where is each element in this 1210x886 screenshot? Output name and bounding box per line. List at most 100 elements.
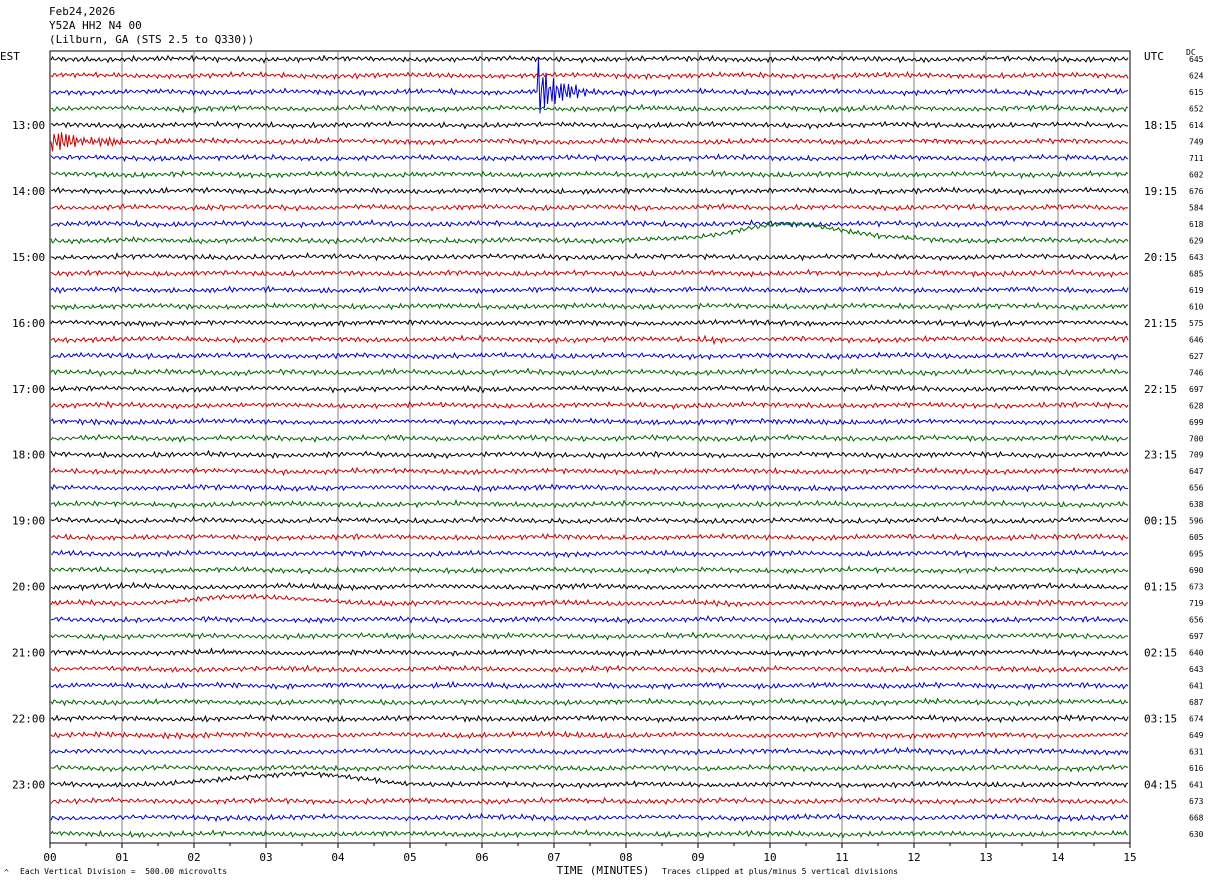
dc-offset-label: 652 [1189, 104, 1204, 113]
trace-row-47 [50, 828, 1129, 839]
dc-offset-label: 638 [1189, 500, 1204, 509]
trace-row-20 [50, 383, 1128, 394]
utc-time-label: 04:15 [1144, 779, 1177, 792]
dc-offset-label: 711 [1189, 154, 1204, 163]
dc-offset-label: 697 [1189, 632, 1204, 641]
dc-offset-label: 631 [1189, 748, 1204, 757]
x-tick-label: 02 [187, 851, 200, 864]
est-time-label: 14:00 [12, 185, 45, 198]
est-time-label: 21:00 [12, 647, 45, 660]
clip-note: Traces clipped at plus/minus 5 vertical … [662, 867, 899, 876]
dc-offset-label: 668 [1189, 814, 1204, 823]
trace-row-16 [50, 318, 1129, 328]
trace-row-2 [50, 57, 1129, 114]
trace-row-0 [50, 54, 1129, 64]
trace-row-40 [50, 713, 1129, 724]
dc-offset-label: 645 [1189, 55, 1204, 64]
plot-frame [49, 50, 1131, 844]
trace-row-24 [50, 449, 1129, 460]
dc-offset-label: 676 [1189, 187, 1204, 196]
dc-offset-label: 643 [1189, 253, 1204, 262]
trace-row-21 [50, 400, 1129, 411]
trace-row-13 [50, 268, 1129, 279]
dc-offset-label: 630 [1189, 830, 1204, 839]
trace-row-33 [50, 592, 1129, 608]
dc-offset-label: 673 [1189, 583, 1204, 592]
dc-offset-label: 602 [1189, 170, 1204, 179]
dc-offset-label: 629 [1189, 236, 1204, 245]
x-tick-label: 01 [115, 851, 128, 864]
dc-offset-label: 690 [1189, 566, 1204, 575]
dc-offset-label: 749 [1189, 137, 1204, 146]
dc-offset-label: 618 [1189, 220, 1204, 229]
est-time-label: 20:00 [12, 581, 45, 594]
trace-row-41 [50, 730, 1129, 740]
dc-offset-label: 641 [1189, 682, 1204, 691]
trace-row-15 [50, 301, 1129, 311]
x-tick-label: 07 [547, 851, 560, 864]
dc-offset-label: 685 [1189, 269, 1204, 278]
dc-offset-label: 641 [1189, 781, 1204, 790]
dc-offset-label: 596 [1189, 517, 1204, 526]
trace-row-5 [50, 132, 1129, 152]
est-time-label: 23:00 [12, 779, 45, 792]
trace-row-25 [50, 466, 1129, 477]
trace-row-11 [50, 221, 1129, 245]
trace-row-14 [50, 285, 1129, 295]
trace-row-26 [50, 483, 1129, 493]
dc-offset-label: 674 [1189, 715, 1204, 724]
header-station: (Lilburn, GA (STS 2.5 to Q330)) [49, 33, 255, 46]
est-time-label: 15:00 [12, 251, 45, 264]
dc-offset-label: 687 [1189, 698, 1204, 707]
utc-time-label: 23:15 [1144, 449, 1177, 462]
trace-row-4 [50, 120, 1129, 130]
utc-time-label: 22:15 [1144, 383, 1177, 396]
dc-offset-label: 699 [1189, 418, 1204, 427]
dc-offset-label: 627 [1189, 352, 1204, 361]
x-tick-label: 10 [763, 851, 776, 864]
utc-axis-title: UTC [1144, 50, 1164, 63]
dc-offset-label: 628 [1189, 401, 1204, 410]
utc-time-label: 02:15 [1144, 647, 1177, 660]
trace-row-17 [50, 334, 1129, 346]
est-time-label: 18:00 [12, 449, 45, 462]
trace-row-46 [50, 812, 1129, 823]
dc-offset-label: 610 [1189, 302, 1204, 311]
x-tick-label: 14 [1051, 851, 1065, 864]
trace-row-39 [50, 697, 1129, 707]
trace-row-9 [50, 202, 1129, 212]
trace-row-42 [50, 746, 1129, 757]
utc-time-label: 20:15 [1144, 251, 1177, 264]
dc-offset-label: 643 [1189, 665, 1204, 674]
trace-row-3 [50, 103, 1129, 114]
trace-row-27 [50, 498, 1129, 509]
x-tick-label: 03 [259, 851, 272, 864]
trace-row-12 [50, 251, 1129, 262]
x-tick-label: 05 [403, 851, 416, 864]
trace-row-37 [50, 664, 1129, 674]
trace-row-44 [50, 771, 1129, 790]
dc-offset-label: 695 [1189, 550, 1204, 559]
dc-offset-label: 673 [1189, 797, 1204, 806]
x-tick-label: 04 [331, 851, 345, 864]
est-time-label: 17:00 [12, 383, 45, 396]
scale-note: Each Vertical Division = 500.00 microvol… [20, 867, 228, 876]
trace-row-36 [50, 647, 1129, 658]
dc-offset-label: 647 [1189, 467, 1204, 476]
trace-row-29 [50, 532, 1129, 542]
trace-row-32 [50, 581, 1128, 592]
dc-offset-label: 614 [1189, 121, 1204, 130]
trace-row-23 [50, 433, 1129, 444]
dc-offset-label: 575 [1189, 319, 1204, 328]
trace-row-7 [50, 169, 1129, 180]
dc-offset-label: 746 [1189, 368, 1204, 377]
x-tick-label: 13 [979, 851, 992, 864]
trace-row-22 [50, 417, 1129, 427]
trace-row-18 [50, 351, 1129, 361]
est-axis-title: EST [0, 50, 20, 63]
dc-offset-label: 709 [1189, 451, 1204, 460]
dc-offset-label: 697 [1189, 385, 1204, 394]
x-tick-label: 09 [691, 851, 704, 864]
utc-time-label: 01:15 [1144, 581, 1177, 594]
x-tick-label: 08 [619, 851, 632, 864]
